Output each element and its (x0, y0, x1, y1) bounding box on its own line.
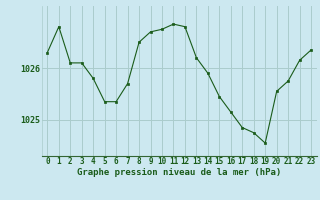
X-axis label: Graphe pression niveau de la mer (hPa): Graphe pression niveau de la mer (hPa) (77, 168, 281, 177)
